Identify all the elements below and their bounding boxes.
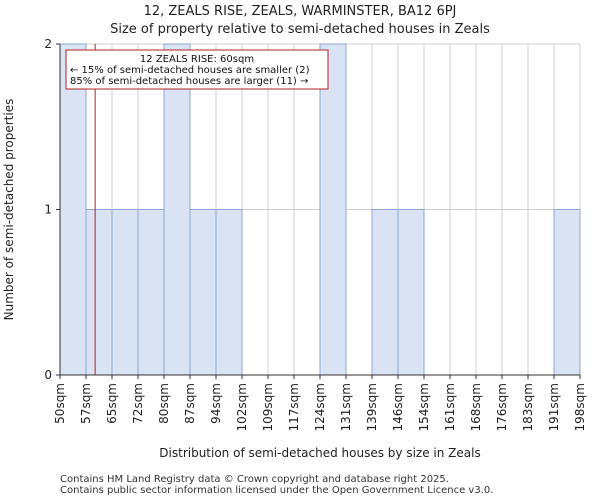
bar (163, 43, 191, 376)
bar (189, 209, 217, 376)
bar (59, 43, 87, 376)
x-tick-label: 198sqm (573, 383, 587, 431)
x-tick-label: 168sqm (469, 383, 483, 431)
y-tick-label: 0 (44, 368, 52, 382)
x-tick-label: 65sqm (105, 383, 119, 424)
x-tick-label: 183sqm (521, 383, 535, 431)
x-tick-label: 87sqm (183, 383, 197, 424)
y-axis-title: Number of semi-detached properties (2, 99, 16, 321)
x-tick-label: 117sqm (287, 383, 301, 431)
bar (397, 209, 425, 376)
footer-licence: Contains public sector information licen… (60, 485, 494, 496)
bar (553, 209, 581, 376)
x-tick-label: 80sqm (157, 383, 171, 424)
x-tick-label: 146sqm (391, 383, 405, 431)
bar (137, 209, 165, 376)
x-tick-label: 72sqm (131, 383, 145, 424)
x-tick-label: 131sqm (339, 383, 353, 431)
x-tick-label: 161sqm (443, 383, 457, 431)
chart-title: 12, ZEALS RISE, ZEALS, WARMINSTER, BA12 … (143, 4, 457, 19)
x-axis-title: Distribution of semi-detached houses by … (159, 446, 480, 460)
chart-subtitle: Size of property relative to semi-detach… (110, 22, 490, 37)
x-tick-label: 139sqm (365, 383, 379, 431)
x-tick-label: 109sqm (261, 383, 275, 431)
x-tick-label: 154sqm (417, 383, 431, 431)
x-tick-label: 102sqm (235, 383, 249, 431)
y-tick-label: 1 (44, 203, 52, 217)
x-tick-label: 176sqm (495, 383, 509, 431)
x-tick-label: 191sqm (547, 383, 561, 431)
y-tick-label: 2 (44, 37, 52, 51)
x-tick-label: 94sqm (209, 383, 223, 424)
x-tick-label: 50sqm (53, 383, 67, 424)
footer-copyright: Contains HM Land Registry data © Crown c… (60, 474, 449, 485)
bar (111, 209, 139, 376)
annotation-line-3: 85% of semi-detached houses are larger (… (70, 76, 308, 87)
annotation-box (65, 49, 329, 90)
x-tick-label: 124sqm (313, 383, 327, 431)
annotation-line-2: ← 15% of semi-detached houses are smalle… (70, 65, 310, 76)
bar (371, 209, 399, 376)
x-tick-label: 57sqm (79, 383, 93, 424)
bar (215, 209, 243, 376)
bar (85, 209, 113, 376)
annotation-line-1: 12 ZEALS RISE: 60sqm (140, 54, 254, 65)
bar (319, 43, 347, 376)
